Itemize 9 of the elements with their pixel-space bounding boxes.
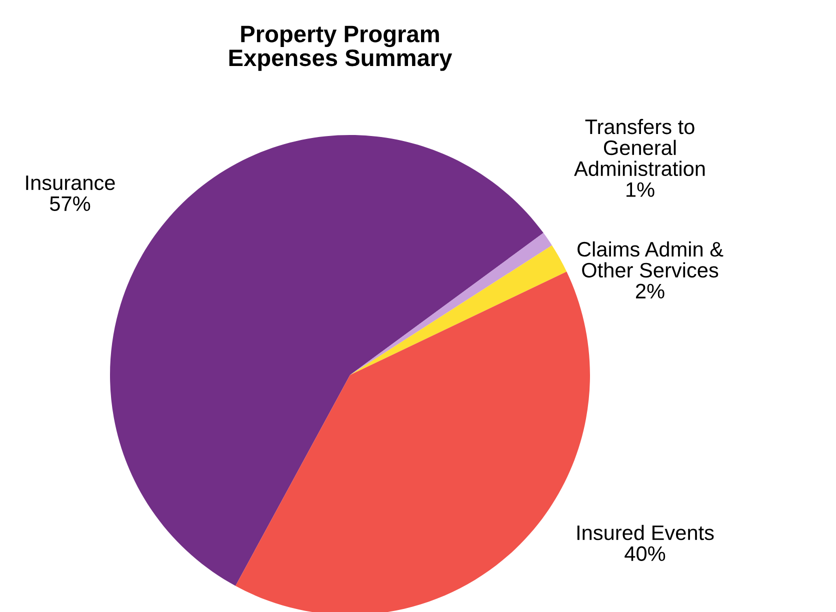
data-label: 57%	[50, 196, 90, 212]
data-label: 2%	[636, 284, 664, 298]
slice-label: Insurance	[26, 176, 115, 190]
data-label: 1%	[626, 182, 654, 197]
slice-label: Claims Admin & Other Services	[578, 241, 724, 278]
slice-label: Transfers to General Administration	[574, 118, 705, 176]
chart-title: Property Program Expenses Summary	[229, 26, 452, 71]
slice-label: Insured Events	[577, 524, 714, 540]
data-label: 40%	[624, 546, 666, 562]
